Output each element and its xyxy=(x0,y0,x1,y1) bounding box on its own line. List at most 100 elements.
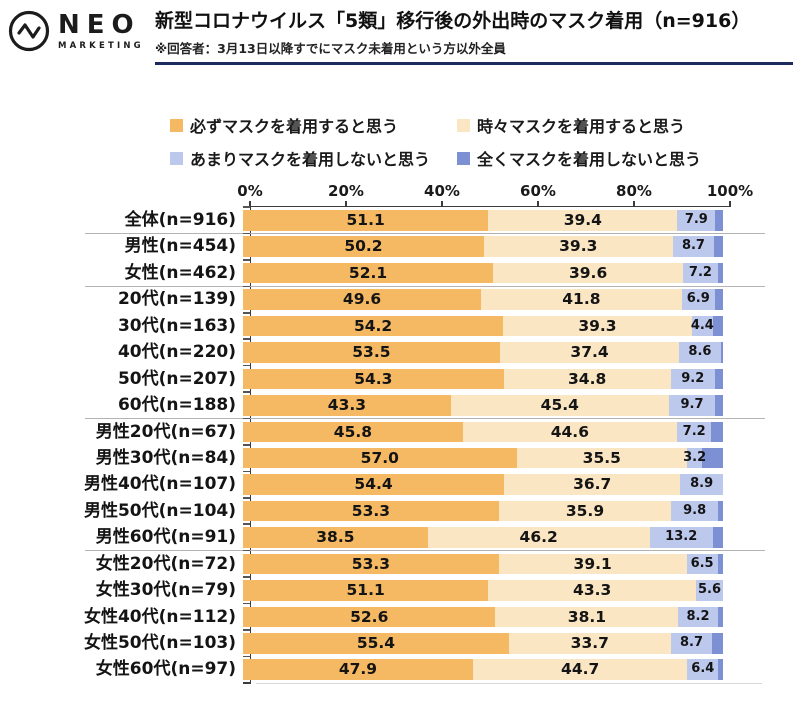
bar-value-label: 46.2 xyxy=(519,528,558,547)
legend-label: あまりマスクを着用しないと思う xyxy=(190,150,431,169)
bar-segment-3 xyxy=(717,262,723,284)
bar-value-label: 9.2 xyxy=(681,370,705,386)
stacked-bar: 52.6 38.1 8.2 xyxy=(243,606,723,628)
chart-row: 40代(n=220) 53.5 37.4 8.6 xyxy=(0,338,800,365)
bar-segment-2: 7.9 xyxy=(677,210,716,231)
bar-segment-1: 33.7 xyxy=(508,633,671,654)
legend-item-0: 必ずマスクを着用すると思う xyxy=(170,113,457,137)
bar-segment-0: 53.5 xyxy=(243,342,500,363)
bar-value-label: 45.4 xyxy=(540,396,579,415)
row-label: 女性50代(n=103) xyxy=(83,633,236,653)
bar-segment-1: 44.7 xyxy=(472,659,688,680)
bar-segment-3 xyxy=(714,289,723,310)
stacked-bar: 51.1 43.3 5.6 xyxy=(243,580,723,601)
bar-segment-3 xyxy=(718,659,723,680)
bar-value-label: 52.1 xyxy=(348,263,388,282)
bar-segment-0: 52.6 xyxy=(243,606,496,628)
stacked-bar: 50.2 39.3 8.7 xyxy=(243,236,723,257)
bar-value-label: 33.7 xyxy=(570,634,609,652)
legend-item-2: あまりマスクを着用しないと思う xyxy=(170,146,457,170)
chart-rows: 全体(n=916) 51.1 39.4 7.9 男性(n=454) 50.2 39.3 8.7… xyxy=(0,206,800,684)
bar-segment-1: 41.8 xyxy=(481,289,682,310)
stacked-bar: 52.1 39.6 7.2 xyxy=(243,262,723,284)
bar-segment-1: 35.9 xyxy=(498,500,672,522)
legend-swatch-icon xyxy=(170,118,183,132)
stacked-bar: 53.3 35.9 9.8 xyxy=(243,500,723,522)
bar-segment-0: 45.8 xyxy=(243,421,463,442)
bar-segment-3 xyxy=(702,447,723,469)
bar-value-label: 8.6 xyxy=(688,344,712,360)
legend-swatch-icon xyxy=(457,118,470,132)
bar-value-label: 55.4 xyxy=(356,634,396,652)
bar-value-label: 8.7 xyxy=(681,238,705,254)
bar-value-label: 7.2 xyxy=(688,264,712,280)
bar-value-label: 39.3 xyxy=(578,316,617,335)
bar-value-label: 8.2 xyxy=(686,608,710,624)
bar-segment-2: 9.2 xyxy=(670,368,715,390)
stacked-bar: 53.3 39.1 6.5 xyxy=(243,553,723,575)
x-axis-tick-label: 60% xyxy=(520,182,556,200)
row-label: 男性20代(n=67) xyxy=(95,421,236,442)
stacked-bar: 54.2 39.3 4.4 xyxy=(243,315,723,337)
chart-row: 男性20代(n=67) 45.8 44.6 7.2 xyxy=(0,417,800,445)
bar-value-label: 38.5 xyxy=(316,528,355,547)
bar-segment-2: 8.7 xyxy=(672,236,715,257)
chart-row: 男性40代(n=107) 54.4 36.7 8.9 xyxy=(0,470,800,497)
stacked-bar: 54.4 36.7 8.9 xyxy=(243,474,723,495)
bar-value-label: 8.9 xyxy=(690,476,714,492)
bar-segment-2: 9.7 xyxy=(668,395,716,416)
x-axis-tick xyxy=(345,201,347,207)
bar-value-label: 52.6 xyxy=(350,607,389,626)
bar-segment-2: 8.6 xyxy=(679,342,721,363)
bar-segment-2: 6.9 xyxy=(681,289,715,310)
row-label: 男性(n=454) xyxy=(124,236,236,257)
bar-segment-3 xyxy=(712,527,723,548)
bar-segment-3 xyxy=(720,342,723,363)
bar-value-label: 51.1 xyxy=(346,211,385,229)
legend-label: 時々マスクを着用すると思う xyxy=(477,117,686,136)
stacked-bar: 54.3 34.8 9.2 xyxy=(243,368,723,390)
bar-value-label: 44.7 xyxy=(561,660,600,679)
legend-label: 必ずマスクを着用すると思う xyxy=(190,117,399,136)
legend-swatch-icon xyxy=(457,151,470,165)
bar-value-label: 13.2 xyxy=(665,529,698,545)
x-axis-tick-label: 0% xyxy=(237,182,263,200)
x-axis-tick xyxy=(441,201,443,207)
bar-segment-1: 34.8 xyxy=(503,368,671,390)
bar-value-label: 9.8 xyxy=(683,502,707,518)
bar-segment-2: 6.5 xyxy=(686,553,718,575)
bar-segment-3 xyxy=(714,368,723,390)
bar-value-label: 5.6 xyxy=(698,582,722,598)
bar-value-label: 54.2 xyxy=(353,316,393,335)
bar-segment-0: 57.0 xyxy=(243,447,517,469)
bar-segment-1: 37.4 xyxy=(499,342,680,363)
bar-value-label: 47.9 xyxy=(338,660,378,679)
bar-segment-3 xyxy=(711,421,723,442)
bar-segment-1: 36.7 xyxy=(504,474,681,495)
chart-row: 男性(n=454) 50.2 39.3 8.7 xyxy=(0,232,800,259)
row-label: 30代(n=163) xyxy=(117,315,236,336)
bar-value-label: 6.9 xyxy=(686,291,710,307)
bar-segment-1: 35.5 xyxy=(516,447,687,469)
title-block: 新型コロナウイルス「5類」移行後の外出時のマスク着用（n=916） ※回答者：3… xyxy=(155,5,793,70)
chart-row: 女性40代(n=112) 52.6 38.1 8.2 xyxy=(0,602,800,630)
chart-row: 60代(n=188) 43.3 45.4 9.7 xyxy=(0,391,800,420)
bar-segment-0: 52.1 xyxy=(243,262,494,284)
bar-segment-0: 55.4 xyxy=(243,633,509,654)
chart-row: 50代(n=207) 54.3 34.8 9.2 xyxy=(0,364,800,392)
bar-segment-3 xyxy=(712,633,723,654)
bar-segment-0: 50.2 xyxy=(243,236,484,257)
bar-value-label: 39.1 xyxy=(573,554,612,573)
bar-value-label: 9.7 xyxy=(680,397,704,413)
row-label: 全体(n=916) xyxy=(124,210,236,230)
row-label: 男性50代(n=104) xyxy=(83,500,236,521)
bar-value-label: 35.9 xyxy=(565,501,605,520)
bar-segment-1: 39.1 xyxy=(498,553,687,575)
row-label: 女性20代(n=72) xyxy=(95,553,236,574)
bar-segment-3 xyxy=(717,606,723,628)
stacked-bar: 57.0 35.5 3.2 xyxy=(243,447,723,469)
bar-value-label: 8.7 xyxy=(680,635,704,650)
stacked-bar: 53.5 37.4 8.6 xyxy=(243,342,723,363)
legend-label: 全くマスクを着用しないと思う xyxy=(477,150,702,169)
bar-segment-2: 7.2 xyxy=(676,421,712,442)
